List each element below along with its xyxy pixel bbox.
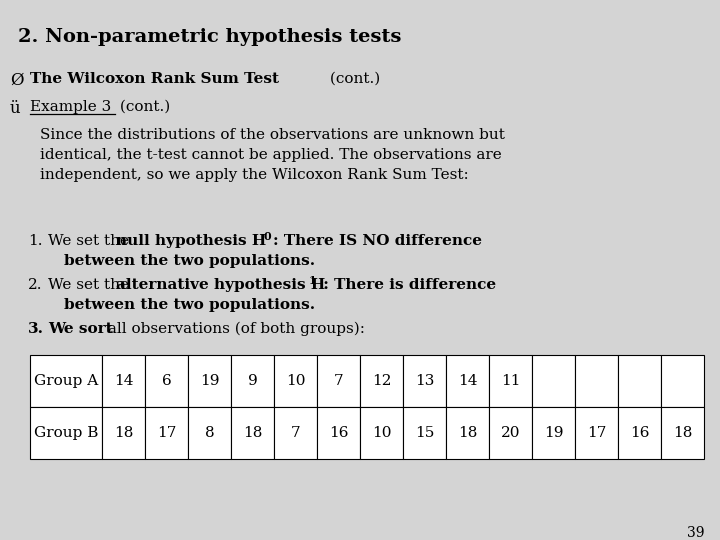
Text: 8: 8 — [204, 426, 215, 440]
Text: Group A: Group A — [34, 374, 98, 388]
Text: all observations (of both groups):: all observations (of both groups): — [103, 322, 365, 336]
Text: : There is difference: : There is difference — [318, 278, 496, 292]
Bar — [102, 407, 145, 459]
Text: 18: 18 — [243, 426, 262, 440]
Bar — [30, 407, 102, 459]
Bar — [446, 355, 489, 407]
Bar — [188, 355, 231, 407]
Text: 6: 6 — [161, 374, 171, 388]
Bar — [30, 355, 102, 407]
Bar — [317, 355, 360, 407]
Bar — [231, 355, 274, 407]
Bar — [102, 355, 145, 407]
Text: 7: 7 — [291, 426, 300, 440]
Bar — [532, 407, 575, 459]
Bar — [532, 355, 575, 407]
Text: 19: 19 — [544, 426, 563, 440]
Text: 16: 16 — [329, 426, 348, 440]
Text: 18: 18 — [672, 426, 692, 440]
Text: 18: 18 — [114, 426, 133, 440]
Text: 17: 17 — [587, 426, 606, 440]
Text: Example 3: Example 3 — [30, 100, 112, 114]
Bar — [618, 407, 661, 459]
Text: Group B: Group B — [34, 426, 98, 440]
Bar — [575, 355, 618, 407]
Text: 17: 17 — [157, 426, 176, 440]
Text: The Wilcoxon Rank Sum Test: The Wilcoxon Rank Sum Test — [30, 72, 279, 86]
Text: 12: 12 — [372, 374, 391, 388]
Text: 0: 0 — [264, 231, 271, 242]
Text: We set the: We set the — [48, 278, 134, 292]
Bar — [575, 407, 618, 459]
Text: 20: 20 — [500, 426, 521, 440]
Bar — [188, 407, 231, 459]
Text: 13: 13 — [415, 374, 434, 388]
Text: between the two populations.: between the two populations. — [64, 298, 315, 312]
Text: : There IS NO difference: : There IS NO difference — [273, 234, 482, 248]
Text: 18: 18 — [458, 426, 477, 440]
Bar — [661, 355, 704, 407]
Text: (cont.): (cont.) — [325, 72, 380, 86]
Bar — [274, 407, 317, 459]
Text: Since the distributions of the observations are unknown but
identical, the t-tes: Since the distributions of the observati… — [40, 128, 505, 182]
Bar — [661, 407, 704, 459]
Text: 7: 7 — [333, 374, 343, 388]
Text: 1.: 1. — [28, 234, 42, 248]
Text: 3.: 3. — [28, 322, 44, 336]
Text: (cont.): (cont.) — [115, 100, 170, 114]
Bar — [274, 355, 317, 407]
Bar — [360, 407, 403, 459]
Text: 16: 16 — [630, 426, 649, 440]
Text: 11: 11 — [500, 374, 521, 388]
Bar — [403, 407, 446, 459]
Text: 10: 10 — [286, 374, 305, 388]
Text: We set the: We set the — [48, 234, 134, 248]
Text: We sort: We sort — [48, 322, 112, 336]
Text: 2. Non-parametric hypothesis tests: 2. Non-parametric hypothesis tests — [18, 28, 401, 46]
Bar — [360, 355, 403, 407]
Text: 15: 15 — [415, 426, 434, 440]
Text: 14: 14 — [114, 374, 133, 388]
Text: 1: 1 — [309, 275, 317, 286]
Bar — [145, 407, 188, 459]
Text: ü: ü — [10, 100, 21, 117]
Text: between the two populations.: between the two populations. — [64, 254, 315, 268]
Bar — [145, 355, 188, 407]
Bar — [317, 407, 360, 459]
Text: null hypothesis H: null hypothesis H — [116, 234, 266, 248]
Bar — [403, 355, 446, 407]
Text: 14: 14 — [458, 374, 477, 388]
Bar — [489, 355, 532, 407]
Bar — [231, 407, 274, 459]
Bar — [618, 355, 661, 407]
Text: 19: 19 — [199, 374, 220, 388]
Text: 10: 10 — [372, 426, 391, 440]
Bar — [446, 407, 489, 459]
Text: Ø: Ø — [10, 72, 24, 89]
Text: 2.: 2. — [28, 278, 42, 292]
Bar — [489, 407, 532, 459]
Text: 9: 9 — [248, 374, 257, 388]
Text: alternative hypothesis H: alternative hypothesis H — [116, 278, 325, 292]
Text: 39: 39 — [688, 526, 705, 540]
